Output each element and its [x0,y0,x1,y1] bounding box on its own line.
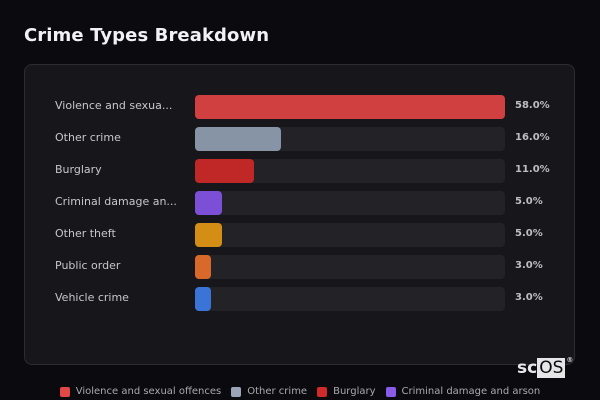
legend-label: Burglary [333,386,376,397]
logo-os: OS [537,358,566,378]
bar-value: 3.0% [515,292,543,303]
bar-row: Other crime 16.0% [25,127,574,151]
bar-row: Other theft 5.0% [25,223,574,247]
bar-row: Criminal damage an... 5.0% [25,191,574,215]
bar-value: 11.0% [515,164,550,175]
chart-title: Crime Types Breakdown [24,25,270,46]
legend-swatch-icon [231,386,242,397]
legend-label: Criminal damage and arson [401,386,541,397]
bar-fill[interactable] [195,159,254,183]
bar-row: Public order 3.0% [25,255,574,279]
chart-card: Violence and sexua... 58.0% Other crime 16.… [24,64,575,365]
legend-swatch-icon [59,386,70,397]
legend-item[interactable]: Other crime [231,386,307,397]
bar-track [195,255,505,279]
bar-track [195,191,505,215]
registered-mark-icon: ® [566,356,574,364]
logo-sc: sc [517,358,538,378]
bar-label: Other theft [55,227,116,240]
bar-value: 3.0% [515,260,543,271]
bar-fill[interactable] [195,255,212,279]
bar-row: Burglary 11.0% [25,159,574,183]
bar-value: 5.0% [515,228,543,239]
chart-legend: Violence and sexual offences Other crime B… [0,386,600,397]
bar-fill[interactable] [195,127,281,151]
legend-item[interactable]: Criminal damage and arson [385,386,541,397]
legend-item[interactable]: Violence and sexual offences [59,386,222,397]
bar-fill[interactable] [195,223,222,247]
bar-label: Other crime [55,131,121,144]
legend-swatch-icon [317,386,328,397]
bar-fill[interactable] [195,287,212,311]
bar-track [195,159,505,183]
bar-label: Criminal damage an... [55,195,177,208]
bar-row: Vehicle crime 3.0% [25,287,574,311]
bar-label: Vehicle crime [55,291,129,304]
legend-item[interactable]: Burglary [317,386,376,397]
bar-track [195,287,505,311]
bar-value: 58.0% [515,100,550,111]
bar-fill[interactable] [195,191,222,215]
bar-label: Burglary [55,163,102,176]
bar-track [195,95,505,119]
bar-value: 16.0% [515,132,550,143]
bar-track [195,127,505,151]
bar-row: Violence and sexua... 58.0% [25,95,574,119]
bar-track [195,223,505,247]
bar-label: Violence and sexua... [55,99,173,112]
bar-label: Public order [55,259,121,272]
brand-logo: sc OS ® [517,356,574,378]
legend-label: Other crime [247,386,308,397]
bar-value: 5.0% [515,196,543,207]
bar-fill[interactable] [195,95,505,119]
legend-label: Violence and sexual offences [75,386,222,397]
legend-swatch-icon [385,386,396,397]
